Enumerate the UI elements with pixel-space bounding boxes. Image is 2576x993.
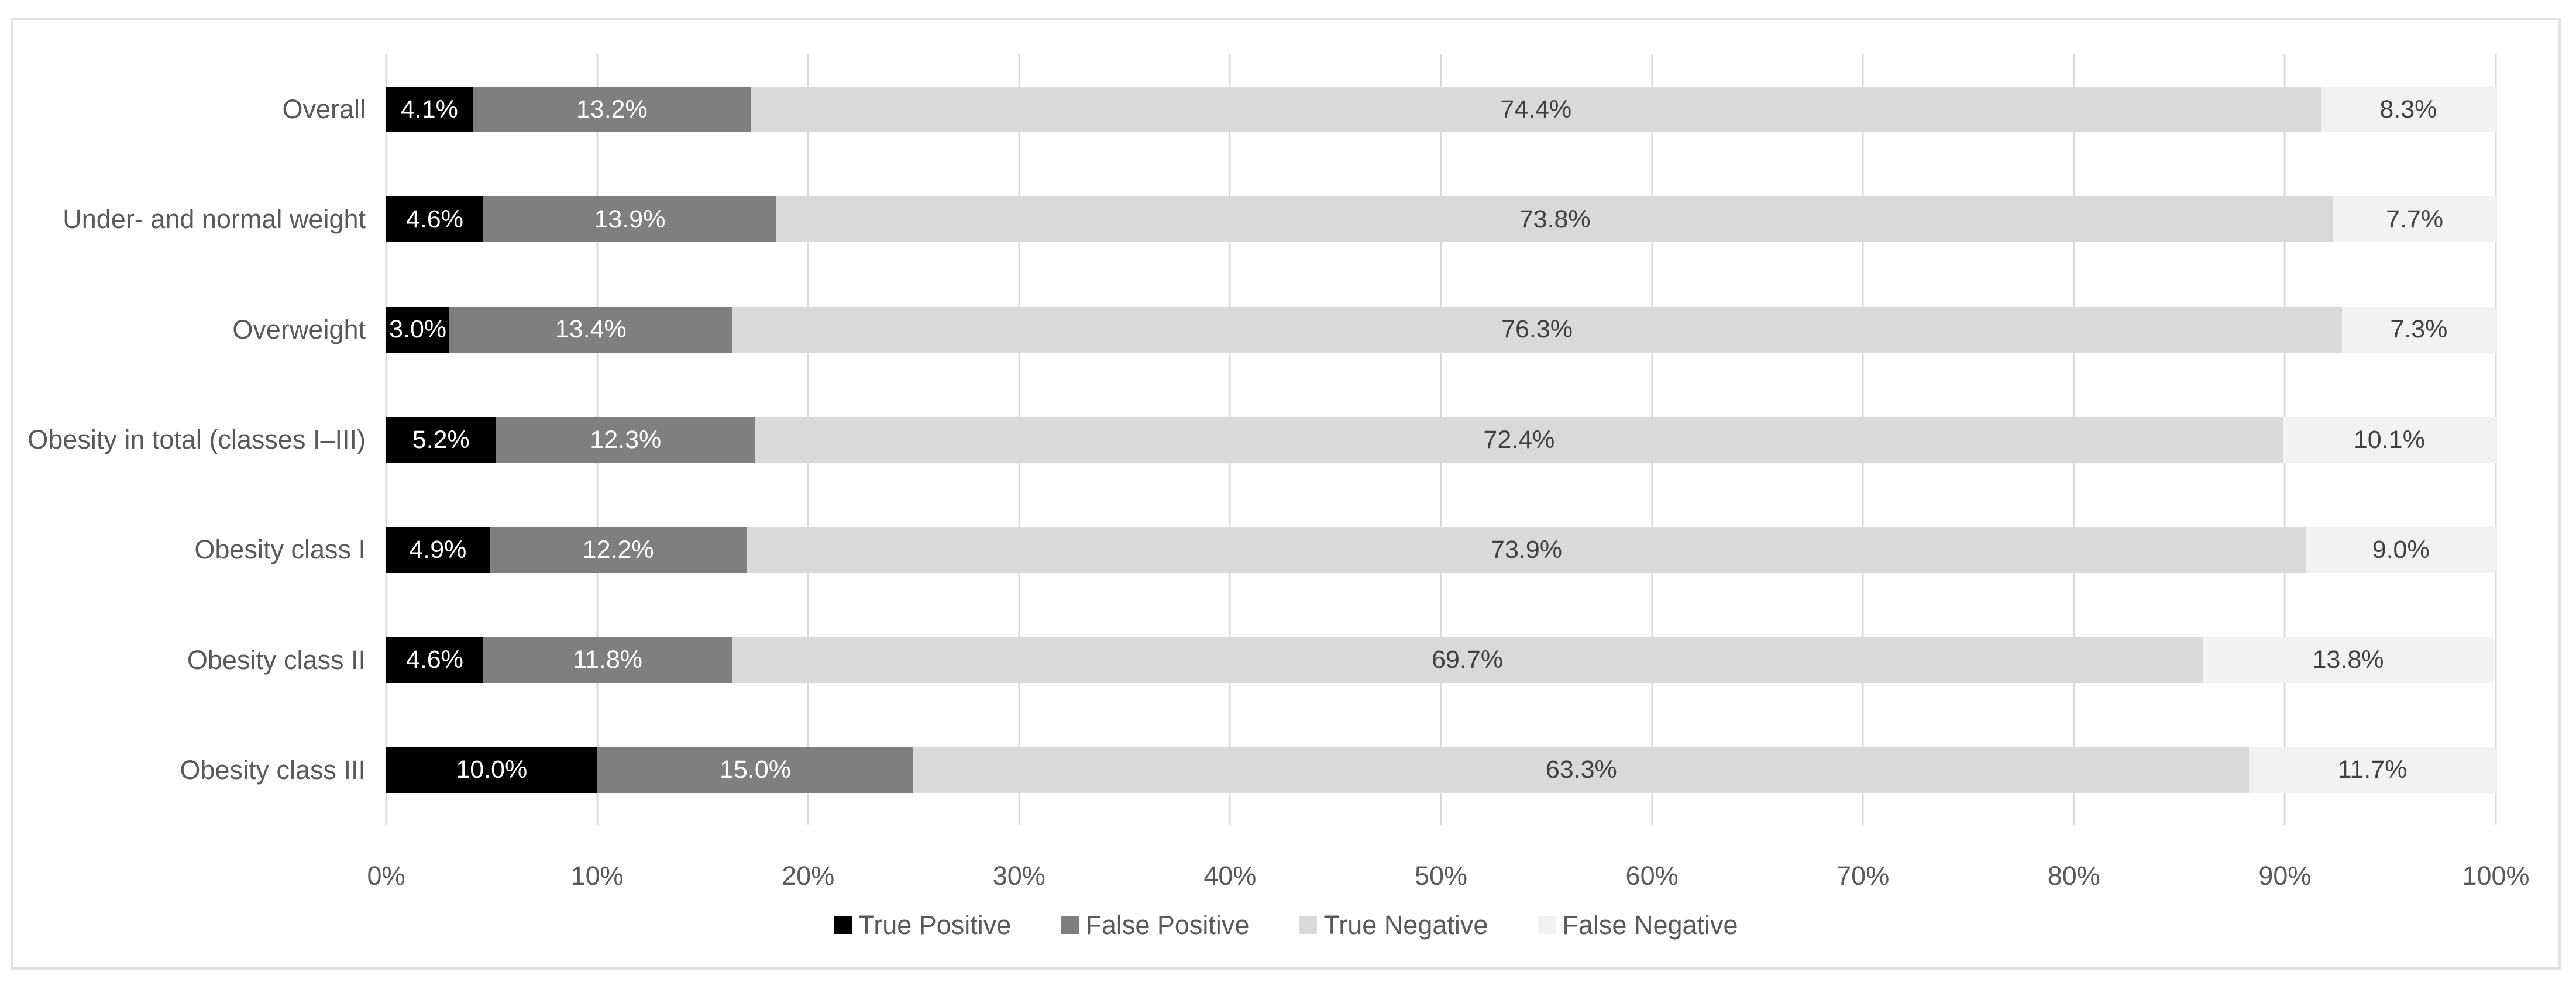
data-label: 3.0%: [389, 315, 447, 344]
bar-segment-false-positive: 13.4%: [449, 306, 732, 353]
data-label: 12.3%: [590, 425, 662, 454]
data-label: 10.0%: [456, 756, 528, 784]
data-label: 72.4%: [1483, 425, 1555, 454]
data-label: 4.1%: [400, 95, 458, 123]
bar-segment-true-positive: 4.9%: [386, 527, 490, 573]
x-axis-tick-label: 90%: [2258, 861, 2312, 891]
bar-segment-true-negative: 73.9%: [747, 527, 2306, 573]
bar-segment-true-positive: 4.6%: [386, 637, 483, 683]
bar-segment-false-negative: 11.7%: [2249, 747, 2496, 793]
category-label: Overweight: [232, 314, 366, 344]
bar-segment-true-negative: 76.3%: [732, 306, 2342, 353]
category-label: Obesity class II: [187, 644, 366, 675]
data-label: 13.2%: [576, 95, 648, 123]
bar-segment-false-positive: 13.9%: [483, 196, 777, 243]
legend-item-true-negative: True Negative: [1299, 912, 1488, 938]
data-label: 7.3%: [2390, 315, 2448, 344]
gridline: [2495, 54, 2497, 825]
data-label: 12.2%: [582, 535, 654, 564]
category-label: Obesity in total (classes I–III): [27, 425, 366, 455]
data-label: 69.7%: [1432, 646, 1504, 674]
bar-row-obesity-class-i: 4.9% 12.2% 73.9% 9.0%: [386, 527, 2496, 573]
legend-label: True Positive: [858, 910, 1012, 940]
x-axis-tick-label: 40%: [1203, 861, 1257, 891]
data-label: 4.6%: [405, 205, 463, 233]
bar-segment-true-negative: 74.4%: [751, 87, 2321, 133]
bar-segment-true-positive: 4.6%: [386, 196, 483, 243]
bar-segment-false-positive: 11.8%: [483, 637, 732, 683]
bar-segment-false-positive: 13.2%: [472, 87, 751, 133]
category-label: Obesity class I: [194, 535, 366, 565]
chart-canvas: Overall Under- and normal weight Overweigh…: [11, 18, 2561, 970]
data-label: 73.9%: [1491, 535, 1562, 564]
data-label: 11.8%: [573, 646, 642, 674]
data-label: 7.7%: [2386, 205, 2444, 233]
bar-row-under-and-normal-weight: 4.6% 13.9% 73.8% 7.7%: [386, 196, 2496, 243]
x-axis-tick-label: 10%: [570, 861, 624, 891]
bar-row-overall: 4.1% 13.2% 74.4% 8.3%: [386, 87, 2496, 133]
bar-segment-true-negative: 72.4%: [755, 417, 2283, 463]
bar-segment-true-positive: 5.2%: [386, 417, 496, 463]
data-label: 15.0%: [720, 756, 791, 784]
category-label: Obesity class III: [180, 754, 366, 785]
bar-segment-false-negative: 7.7%: [2333, 196, 2496, 243]
bar-segment-false-negative: 13.8%: [2202, 637, 2494, 683]
bar-row-obesity-class-iii: 10.0% 15.0% 63.3% 11.7%: [386, 747, 2496, 793]
data-label: 4.6%: [405, 646, 463, 674]
x-axis-tick-label: 30%: [992, 861, 1045, 891]
bar-segment-false-positive: 15.0%: [597, 747, 914, 793]
category-axis: Overall Under- and normal weight Overweigh…: [13, 54, 366, 825]
legend-swatch-icon: [1299, 916, 1318, 934]
x-axis-tick-label: 100%: [2462, 861, 2530, 891]
bar-segment-true-negative: 63.3%: [913, 747, 2250, 793]
bar-row-obesity-class-ii: 4.6% 11.8% 69.7% 13.8%: [386, 637, 2496, 683]
data-label: 8.3%: [2379, 95, 2437, 123]
data-label: 13.4%: [555, 315, 627, 344]
bar-segment-true-positive: 4.1%: [386, 87, 473, 133]
data-label: 5.2%: [412, 425, 470, 454]
x-axis-tick-label: 70%: [1836, 861, 1890, 891]
bar-segment-false-negative: 8.3%: [2320, 87, 2496, 133]
bar-segment-false-positive: 12.3%: [496, 417, 756, 463]
legend-swatch-icon: [1061, 916, 1079, 934]
bar-row-obesity-in-total-classes-i-iii-: 5.2% 12.3% 72.4% 10.1%: [386, 417, 2496, 463]
bar-segment-true-positive: 10.0%: [386, 747, 597, 793]
data-label: 13.9%: [594, 205, 666, 233]
x-axis-tick-label: 20%: [782, 861, 835, 891]
bar-segment-true-negative: 69.7%: [732, 637, 2203, 683]
data-label: 11.7%: [2337, 756, 2408, 784]
x-axis-tick-label: 50%: [1414, 861, 1468, 891]
legend-item-false-positive: False Positive: [1061, 912, 1249, 938]
bar-segment-false-negative: 7.3%: [2341, 306, 2496, 353]
legend-item-false-negative: False Negative: [1538, 912, 1738, 938]
x-axis-tick-label: 80%: [2047, 861, 2100, 891]
legend: True Positive False Positive True Negative…: [13, 912, 2558, 938]
data-label: 9.0%: [2372, 535, 2430, 564]
data-label: 76.3%: [1501, 315, 1573, 344]
bar-segment-false-positive: 12.2%: [489, 527, 747, 573]
bar-segment-false-negative: 9.0%: [2306, 527, 2496, 573]
x-axis-tick-label: 60%: [1625, 861, 1679, 891]
x-axis: 0% 10% 20% 30% 40% 50% 60% 70% 80% 90% 100%: [367, 846, 2529, 891]
legend-swatch-icon: [834, 916, 852, 934]
plot-area: 4.1% 13.2% 74.4% 8.3% 4.6% 13.9% 73.8% 7.7% 3.0%…: [385, 54, 2497, 825]
data-label: 13.8%: [2312, 646, 2384, 674]
legend-item-true-positive: True Positive: [834, 912, 1011, 938]
category-label: Overall: [282, 94, 366, 125]
legend-label: True Negative: [1323, 910, 1488, 940]
data-label: 63.3%: [1545, 756, 1617, 784]
bar-segment-true-negative: 73.8%: [776, 196, 2334, 243]
data-label: 4.9%: [409, 535, 467, 564]
category-label: Under- and normal weight: [63, 204, 366, 235]
legend-swatch-icon: [1538, 916, 1556, 934]
legend-label: False Positive: [1085, 910, 1250, 940]
x-axis-tick-label: 0%: [367, 861, 405, 891]
data-label: 73.8%: [1519, 205, 1591, 233]
data-label: 10.1%: [2353, 425, 2425, 454]
bar-row-overweight: 3.0% 13.4% 76.3% 7.3%: [386, 306, 2496, 353]
data-label: 74.4%: [1500, 95, 1572, 123]
bar-segment-true-positive: 3.0%: [386, 306, 450, 353]
bar-segment-false-negative: 10.1%: [2282, 417, 2496, 463]
legend-label: False Negative: [1562, 910, 1738, 940]
